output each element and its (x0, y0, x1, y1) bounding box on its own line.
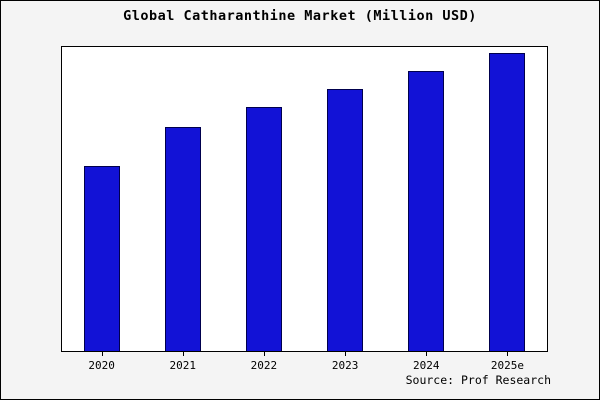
bar-2025e (488, 52, 525, 351)
chart-title: Global Catharanthine Market (Million USD… (123, 8, 477, 24)
bar-cell-2021 (143, 47, 224, 351)
bar-cell-2023 (304, 47, 385, 351)
source-text: Source: Prof Research (405, 373, 551, 387)
x-tick-label-2022: 2022 (223, 352, 304, 372)
x-axis-tick-labels: 2020 2021 2022 2023 2024 2025e (61, 352, 548, 372)
bar-cell-2022 (224, 47, 305, 351)
bar-cell-2025e (466, 47, 547, 351)
x-tick-label-2025e: 2025e (467, 352, 548, 372)
bar-cell-2020 (62, 47, 143, 351)
bar-2020 (84, 166, 121, 351)
bar-2022 (246, 106, 283, 351)
bar-2021 (165, 127, 202, 351)
x-tick-label-2023: 2023 (305, 352, 386, 372)
bar-2023 (326, 88, 363, 351)
x-tick-label-2021: 2021 (142, 352, 223, 372)
bar-cell-2024 (385, 47, 466, 351)
x-tick-label-2024: 2024 (386, 352, 467, 372)
x-tick-label-2020: 2020 (61, 352, 142, 372)
plot-area (61, 46, 548, 352)
bar-2024 (407, 70, 444, 351)
